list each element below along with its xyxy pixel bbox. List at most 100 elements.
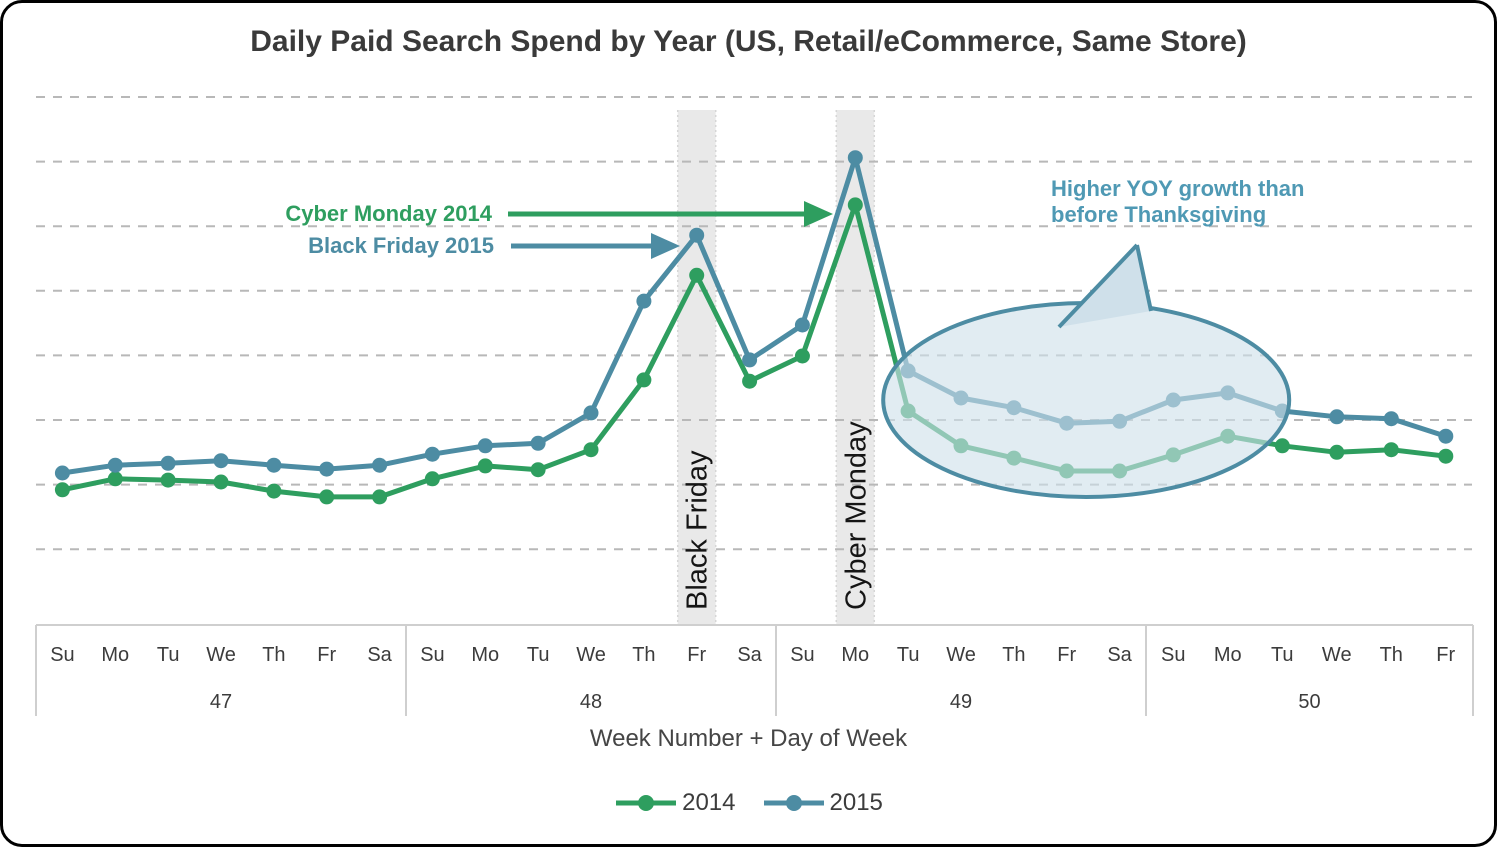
day-label-47-Su: Su [50, 643, 75, 666]
legend-label-2014: 2014 [682, 789, 736, 816]
week-number-49: 49 [949, 691, 973, 713]
x-axis-line [36, 624, 1473, 626]
callout-wedge-edge [1057, 243, 1139, 329]
day-label-47-Fr: Fr [317, 643, 337, 666]
week-number-47: 47 [209, 691, 233, 713]
data-point-2014-47-Mo [107, 471, 123, 487]
chart-plot-area: Black Friday Cyber Monday [36, 96, 1472, 624]
data-point-2014-50-Th [1383, 442, 1399, 458]
data-point-2015-48-Th [636, 293, 652, 309]
legend-swatch-2015 [763, 795, 824, 811]
day-label-48-Th: Th [632, 643, 656, 666]
day-label-48-Su: Su [420, 643, 445, 666]
week-number-48: 48 [579, 691, 603, 713]
legend: 2014 2015 [3, 789, 1494, 817]
legend-swatch-2014 [616, 795, 677, 811]
day-label-47-Th: Th [262, 643, 286, 666]
data-point-2014-48-Su [424, 471, 440, 487]
arrow-black-friday-2015-head [651, 233, 680, 259]
data-point-2014-48-Th [636, 372, 652, 388]
week-separator [405, 625, 407, 716]
data-point-2015-47-Su [54, 465, 70, 481]
legend-item-2015: 2015 [762, 789, 883, 817]
data-point-2015-48-Tu [530, 435, 546, 451]
legend-label-2015: 2015 [829, 789, 883, 816]
data-point-2014-48-Tu [530, 462, 546, 478]
data-point-2015-47-Sa [372, 457, 388, 473]
band-label-black-friday: Black Friday [682, 450, 714, 610]
week-separator [35, 625, 37, 716]
day-label-48-Fr: Fr [687, 643, 707, 666]
day-label-49-Su: Su [790, 643, 815, 666]
data-point-2014-48-Mo [477, 458, 493, 474]
day-label-49-Sa: Sa [1107, 643, 1132, 666]
week-47-day-labels: Su Mo Tu We Th Fr Sa [36, 640, 406, 670]
week-48-day-labels: Su Mo Tu We Th Fr Sa [406, 640, 776, 670]
annotation-black-friday-2015: Black Friday 2015 [308, 233, 494, 258]
data-point-2014-49-Mo [847, 197, 863, 213]
day-label-48-Mo: Mo [471, 643, 500, 666]
data-point-2015-47-Fr [319, 461, 335, 477]
day-label-49-Fr: Fr [1057, 643, 1077, 666]
day-label-50-Mo: Mo [1213, 643, 1242, 666]
day-label-47-Mo: Mo [101, 643, 130, 666]
data-point-2015-49-Mo [847, 150, 863, 166]
data-point-2014-49-Su [794, 348, 810, 364]
callout-wedge-edge [1135, 244, 1153, 312]
data-point-2015-48-Su [424, 446, 440, 462]
data-point-2014-50-We [1329, 444, 1345, 460]
data-point-2015-47-We [213, 453, 229, 469]
arrow-cyber-monday-2014-head [804, 201, 833, 227]
legend-item-2014: 2014 [614, 789, 736, 817]
week-separator [1145, 625, 1147, 716]
data-point-2014-48-Sa [742, 373, 758, 389]
data-point-2015-49-Su [794, 317, 810, 333]
week-49-day-labels: Su Mo Tu We Th Fr Sa [776, 640, 1146, 670]
data-point-2015-48-Mo [477, 438, 493, 454]
data-point-2014-47-Fr [319, 489, 335, 505]
data-point-2014-50-Tu [1274, 438, 1290, 454]
day-label-49-We: We [946, 643, 976, 666]
data-point-2015-50-We [1329, 409, 1345, 425]
data-point-2015-50-Fr [1438, 428, 1454, 444]
day-label-49-Mo: Mo [841, 643, 870, 666]
day-label-47-Sa: Sa [367, 643, 392, 666]
callout-wedge [1059, 245, 1151, 327]
data-point-2014-48-We [583, 442, 599, 458]
callout-line-2: before Thanksgiving [1051, 202, 1267, 227]
week-50-day-labels: Su Mo Tu We Th Fr [1146, 640, 1473, 670]
day-label-47-We: We [206, 643, 236, 666]
data-point-2015-47-Tu [160, 455, 176, 471]
day-label-50-We: We [1321, 643, 1352, 666]
data-point-2015-48-Fr [689, 227, 705, 243]
week-separator [775, 625, 777, 716]
data-point-2014-50-Fr [1438, 448, 1454, 464]
day-label-49-Tu: Tu [896, 643, 920, 666]
day-label-48-Sa: Sa [737, 643, 762, 666]
data-point-2015-50-Th [1383, 411, 1399, 427]
day-label-50-Su: Su [1161, 643, 1186, 666]
chart-title: Daily Paid Search Spend by Year (US, Ret… [250, 25, 1247, 58]
day-label-48-Tu: Tu [526, 643, 550, 666]
annotation-cyber-monday-2014: Cyber Monday 2014 [285, 201, 492, 226]
highlight-band-black-friday [677, 110, 716, 624]
band-label-cyber-monday: Cyber Monday [840, 421, 872, 610]
data-point-2014-47-We [213, 474, 229, 490]
annotation-yoy-growth-callout: Higher YOY growth than before Thanksgivi… [1051, 176, 1304, 228]
x-axis-title: Week Number + Day of Week [589, 725, 908, 752]
data-point-2014-47-Su [54, 482, 70, 498]
day-label-47-Tu: Tu [156, 643, 180, 666]
day-label-50-Tu: Tu [1270, 643, 1294, 666]
data-point-2015-47-Mo [107, 457, 123, 473]
day-label-50-Th: Th [1379, 643, 1403, 666]
day-label-50-Fr: Fr [1436, 643, 1456, 666]
data-point-2014-47-Sa [372, 489, 388, 505]
data-point-2014-47-Th [266, 483, 282, 499]
data-point-2015-48-We [583, 405, 599, 421]
data-point-2015-48-Sa [742, 352, 758, 368]
day-label-49-Th: Th [1002, 643, 1026, 666]
week-number-50: 50 [1298, 691, 1321, 713]
week-separator [1472, 625, 1474, 716]
day-label-48-We: We [576, 643, 606, 666]
callout-line-1: Higher YOY growth than [1051, 176, 1305, 201]
